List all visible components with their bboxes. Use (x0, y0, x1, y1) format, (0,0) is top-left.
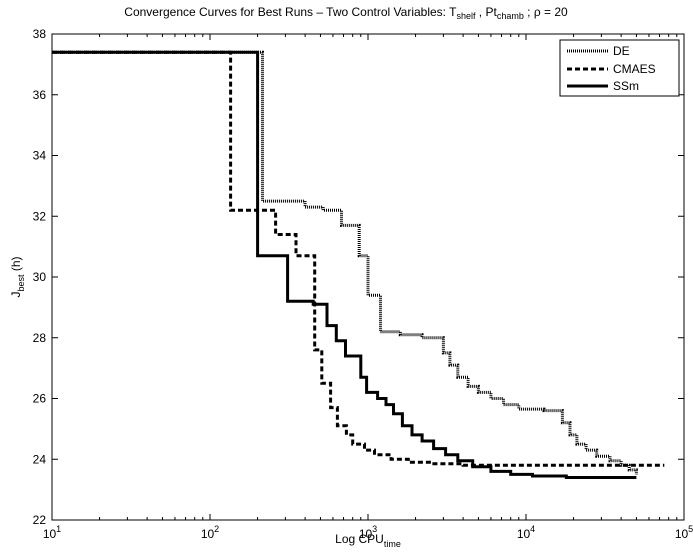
y-tick-label: 32 (33, 209, 47, 223)
x-tick-label: 101 (43, 524, 61, 541)
x-tick-label: 103 (359, 524, 377, 541)
x-tick-base: 10 (201, 527, 215, 541)
x-tick-exponent: 2 (214, 524, 219, 534)
title-sub-chamb: chamb (497, 11, 524, 21)
y-tick-label: 30 (33, 270, 47, 284)
y-tick-label: 36 (33, 88, 47, 102)
x-axis-ticks: 101 102 103 104 105 (43, 34, 693, 541)
y-tick-label: 28 (33, 331, 47, 345)
y-tick-label: 26 (33, 392, 47, 406)
x-tick-exponent: 5 (688, 524, 693, 534)
y-tick-label: 22 (33, 513, 47, 527)
y-tick-label: 24 (33, 452, 47, 466)
title-suffix: ; ρ = 20 (524, 5, 568, 19)
y-axis-ticks: 22 24 26 28 30 32 34 36 38 (33, 27, 684, 527)
series-line-cmaes (52, 50, 665, 467)
x-tick-exponent: 3 (372, 524, 377, 534)
y-axis-label-sub: best (16, 274, 26, 292)
x-tick-base: 10 (517, 527, 531, 541)
legend-label-de: DE (613, 44, 630, 58)
legend-label-ssm: SSm (613, 79, 639, 93)
x-axis-label-main: Log CPU (335, 532, 384, 546)
x-tick-base: 10 (675, 527, 689, 541)
x-tick-label: 102 (201, 524, 219, 541)
y-axis-label-suffix: (h) (9, 256, 23, 274)
y-tick-label: 38 (33, 27, 47, 41)
series-layer (52, 50, 665, 479)
y-axis-label-main: J (9, 292, 23, 298)
y-axis-label: Jbest (h) (9, 256, 26, 297)
title-mid: , Pt (475, 5, 497, 19)
x-tick-exponent: 4 (530, 524, 535, 534)
x-axis-label-sub: time (384, 539, 401, 549)
y-tick-label: 34 (33, 149, 47, 163)
x-tick-label: 105 (675, 524, 693, 541)
title-prefix: Convergence Curves for Best Runs – Two C… (124, 5, 457, 19)
legend: DE CMAES SSm (559, 39, 680, 97)
x-tick-label: 104 (517, 524, 535, 541)
series-line-ssm (52, 50, 637, 479)
x-axis-label: Log CPUtime (335, 532, 401, 549)
series-line-de (52, 50, 638, 475)
x-tick-base: 10 (359, 527, 373, 541)
x-tick-base: 10 (43, 527, 57, 541)
x-tick-exponent: 1 (56, 524, 61, 534)
legend-label-cmaes: CMAES (613, 62, 656, 76)
title-sub-shelf: shelf (456, 11, 476, 21)
chart-title: Convergence Curves for Best Runs – Two C… (124, 5, 568, 21)
